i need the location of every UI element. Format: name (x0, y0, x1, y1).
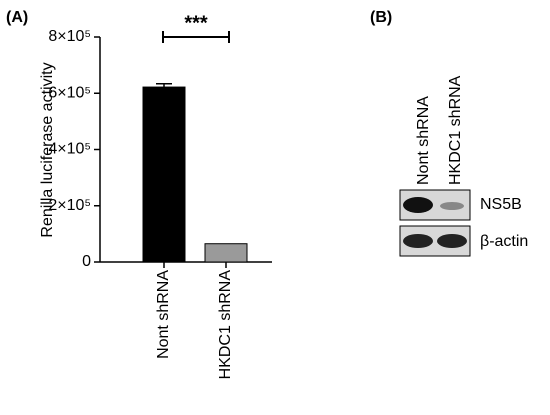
lane-label: HKDC1 shRNA (447, 75, 464, 185)
row-label: β-actin (480, 233, 528, 250)
panel-label: (A) (6, 9, 28, 26)
bar (204, 243, 248, 263)
lane-label: Nont shRNA (415, 96, 432, 185)
band (403, 197, 433, 213)
error-bar (156, 82, 172, 88)
y-tick-label: 4×10⁵ (48, 141, 91, 158)
y-tick-label: 6×10⁵ (48, 84, 91, 101)
bar (142, 86, 186, 263)
x-tick-label: Nont shRNA (155, 270, 172, 359)
y-tick-label: 0 (82, 253, 91, 270)
significance-bracket (162, 31, 230, 43)
band (437, 234, 467, 248)
y-tick-label: 2×10⁵ (48, 197, 91, 214)
y-axis-label: Renilla luciferase activity (39, 62, 56, 237)
x-tick-label: HKDC1 shRNA (217, 270, 234, 380)
panel-label: (B) (370, 9, 392, 26)
significance-label: *** (184, 12, 208, 34)
y-tick-label: 8×10⁵ (48, 28, 91, 45)
band (440, 202, 464, 210)
band (403, 234, 433, 248)
row-label: NS5B (480, 196, 522, 213)
